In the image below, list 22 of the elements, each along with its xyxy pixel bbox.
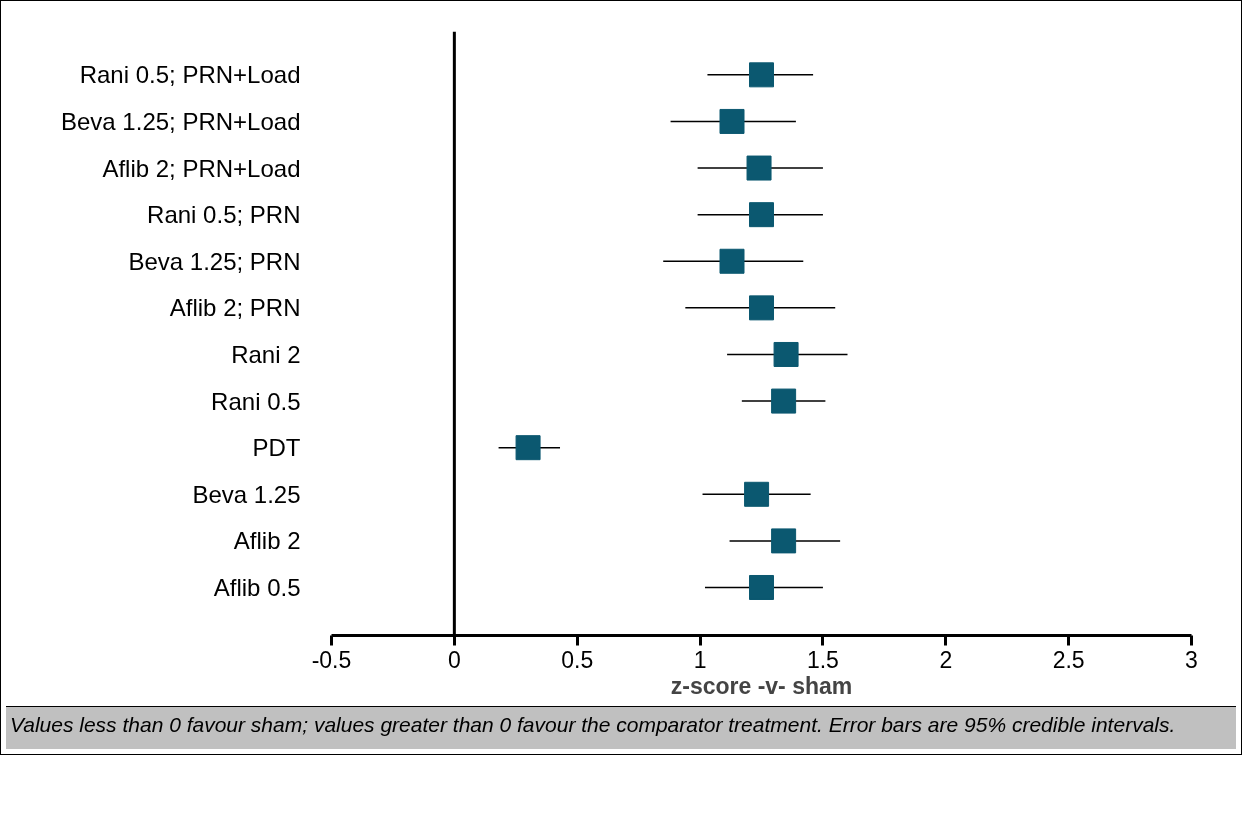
x-axis-title: z-score -v- sham [670, 672, 853, 699]
y-tick-label: Rani 2 [231, 340, 301, 368]
x-tick-label: 1 [693, 646, 707, 673]
x-tick-label: 2.5 [1052, 646, 1085, 673]
x-tick-label: 3 [1185, 646, 1198, 673]
y-tick-label: Rani 0.5 [211, 387, 301, 415]
x-tick-label: -0.5 [311, 646, 352, 673]
x-tick-label: 0 [447, 646, 461, 673]
x-tick-label: 2 [939, 646, 953, 673]
y-tick-label: Rani 0.5; PRN [147, 201, 301, 229]
y-tick-label: Aflib 2 [233, 527, 301, 555]
y-tick-label: Beva 1.25; PRN+Load [61, 107, 301, 135]
y-tick-label: Aflib 2; PRN [169, 294, 301, 322]
y-tick-label: Aflib 0.5 [213, 574, 301, 601]
x-tick-label: 0.5 [561, 646, 594, 673]
y-tick-label: Aflib 2; PRN+Load [102, 154, 301, 182]
y-tick-label: Beva 1.25 [192, 480, 301, 508]
x-tick-label: 1.5 [806, 646, 839, 673]
y-tick-label: Rani 0.5; PRN+Load [79, 61, 301, 89]
y-tick-label: Beva 1.25; PRN [128, 247, 301, 275]
y-tick-label: PDT [252, 434, 301, 462]
text: Values less than 0 favour sham; values greater than 0 favour the comparator treatment. Error bars are 95% credible intervals. [10, 712, 1176, 738]
